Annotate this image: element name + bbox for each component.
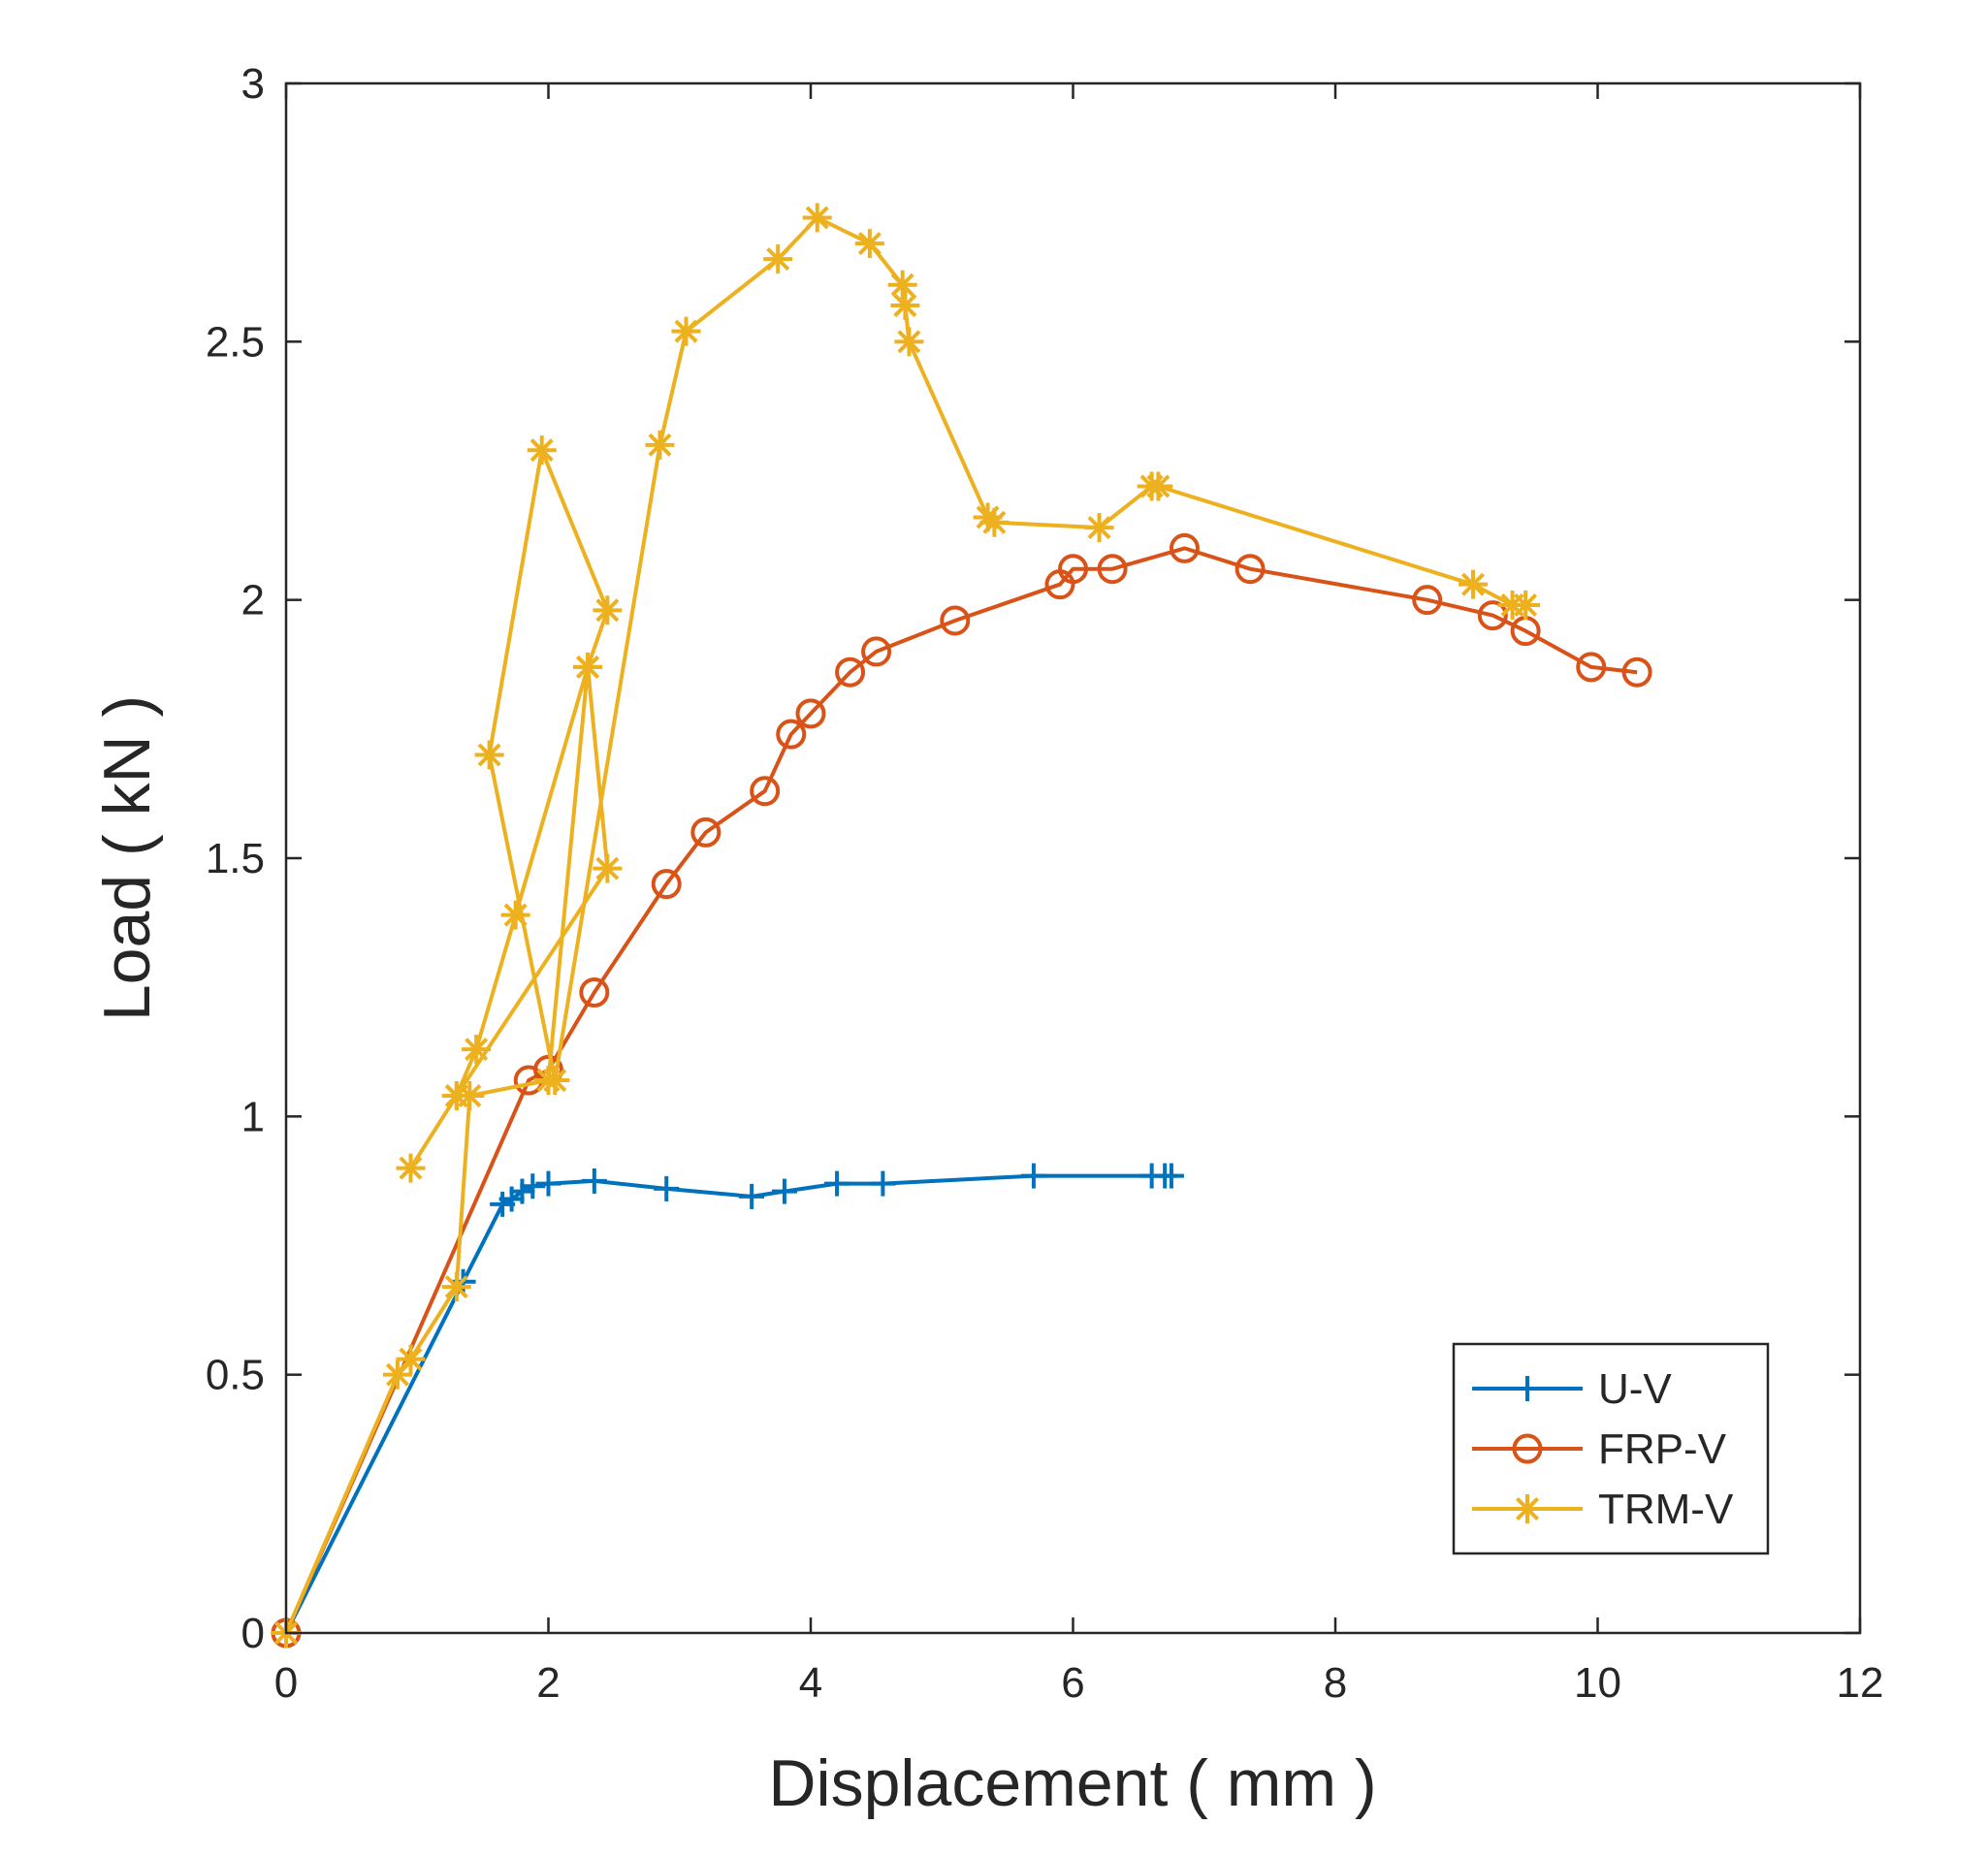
- data-point-u-v: [1020, 1163, 1046, 1189]
- legend-marker-trm-v: [1513, 1494, 1542, 1523]
- data-point-trm-v: [671, 316, 701, 346]
- series-frp-v: [271, 532, 1652, 1648]
- data-point-frp-v: [1169, 532, 1200, 563]
- series-line-frp-v: [284, 546, 1638, 1634]
- x-tick-label: 10: [1574, 1659, 1621, 1707]
- data-point-trm-v: [979, 507, 1010, 537]
- data-point-frp-v: [1621, 656, 1652, 688]
- plot-box: [284, 81, 1862, 1635]
- data-point-frp-v: [651, 869, 682, 900]
- y-tick-label: 2: [241, 577, 265, 624]
- data-point-frp-v: [835, 656, 866, 688]
- data-point-trm-v: [1143, 471, 1173, 501]
- data-point-u-v: [581, 1168, 607, 1194]
- y-tick-label: 0.5: [206, 1352, 265, 1399]
- legend-label-frp-v: FRP-V: [1598, 1425, 1727, 1473]
- data-point-trm-v: [894, 327, 924, 357]
- x-tick-label: 4: [799, 1659, 822, 1707]
- series-trm-v: [272, 203, 1541, 1648]
- data-point-trm-v: [396, 1153, 426, 1183]
- x-axis-title: Displacement ( mm ): [768, 1746, 1376, 1820]
- data-point-frp-v: [690, 816, 721, 848]
- legend-label-u-v: U-V: [1598, 1365, 1672, 1413]
- data-point-frp-v: [1097, 554, 1128, 585]
- legend: U-V FRP-V TRM-V: [1452, 1342, 1770, 1555]
- data-point-trm-v: [763, 244, 793, 274]
- data-point-trm-v: [573, 652, 603, 682]
- data-point-u-v: [1158, 1163, 1184, 1189]
- data-point-frp-v: [579, 976, 610, 1008]
- data-point-frp-v: [750, 776, 781, 807]
- series-layer: [271, 203, 1652, 1648]
- data-point-trm-v: [854, 229, 884, 259]
- x-tick-label: 8: [1324, 1659, 1347, 1707]
- data-point-u-v: [870, 1170, 896, 1197]
- legend-marker-u-v: [1515, 1376, 1540, 1401]
- x-tick-label: 12: [1837, 1659, 1884, 1707]
- data-point-u-v: [509, 1178, 535, 1204]
- data-point-frp-v: [795, 698, 826, 729]
- x-tick-label: 0: [274, 1659, 298, 1707]
- series-u-v: [273, 1163, 1184, 1646]
- data-point-trm-v: [802, 203, 832, 233]
- series-line-trm-v: [284, 215, 1526, 1634]
- tick-labels: 0 2 4 6 8 10 12 0 0.5 1 1.5 2 2.5 3: [206, 60, 1884, 1707]
- data-point-trm-v: [396, 1344, 426, 1374]
- data-point-u-v: [535, 1170, 561, 1197]
- data-point-frp-v: [776, 719, 807, 750]
- data-point-trm-v: [887, 270, 917, 300]
- data-point-trm-v: [1511, 590, 1541, 620]
- data-point-trm-v: [462, 1035, 492, 1065]
- x-tick-label: 2: [536, 1659, 560, 1707]
- data-point-trm-v: [441, 1081, 471, 1111]
- data-point-trm-v: [382, 1360, 412, 1390]
- legend-label-trm-v: TRM-V: [1598, 1486, 1734, 1533]
- data-point-trm-v: [593, 595, 623, 625]
- data-point-trm-v: [890, 291, 920, 321]
- y-tick-label: 3: [241, 60, 265, 108]
- data-point-u-v: [824, 1170, 850, 1197]
- data-point-frp-v: [940, 605, 971, 636]
- data-point-trm-v: [1084, 513, 1114, 543]
- y-tick-label: 1: [241, 1093, 265, 1140]
- y-tick-label: 2.5: [206, 318, 265, 366]
- data-point-trm-v: [500, 900, 530, 930]
- data-point-trm-v: [1459, 569, 1489, 599]
- data-point-trm-v: [474, 740, 504, 770]
- y-tick-label: 1.5: [206, 835, 265, 882]
- data-point-trm-v: [645, 430, 675, 460]
- data-point-frp-v: [1234, 554, 1266, 585]
- data-point-trm-v: [441, 1272, 471, 1302]
- data-point-u-v: [520, 1173, 546, 1200]
- data-point-trm-v: [540, 1066, 570, 1096]
- data-point-u-v: [654, 1175, 680, 1201]
- data-point-trm-v: [593, 853, 623, 883]
- data-point-frp-v: [1412, 585, 1443, 616]
- x-tick-label: 6: [1061, 1659, 1084, 1707]
- y-axis-title: Load ( kN ): [90, 695, 164, 1021]
- legend-marker-frp-v: [1512, 1433, 1543, 1464]
- data-point-frp-v: [1576, 652, 1607, 683]
- data-point-u-v: [739, 1183, 765, 1209]
- data-point-frp-v: [1477, 600, 1508, 631]
- data-point-u-v: [771, 1178, 797, 1204]
- y-tick-label: 0: [241, 1610, 265, 1657]
- data-point-trm-v: [527, 435, 557, 465]
- data-point-frp-v: [1058, 554, 1088, 585]
- data-point-frp-v: [861, 636, 892, 667]
